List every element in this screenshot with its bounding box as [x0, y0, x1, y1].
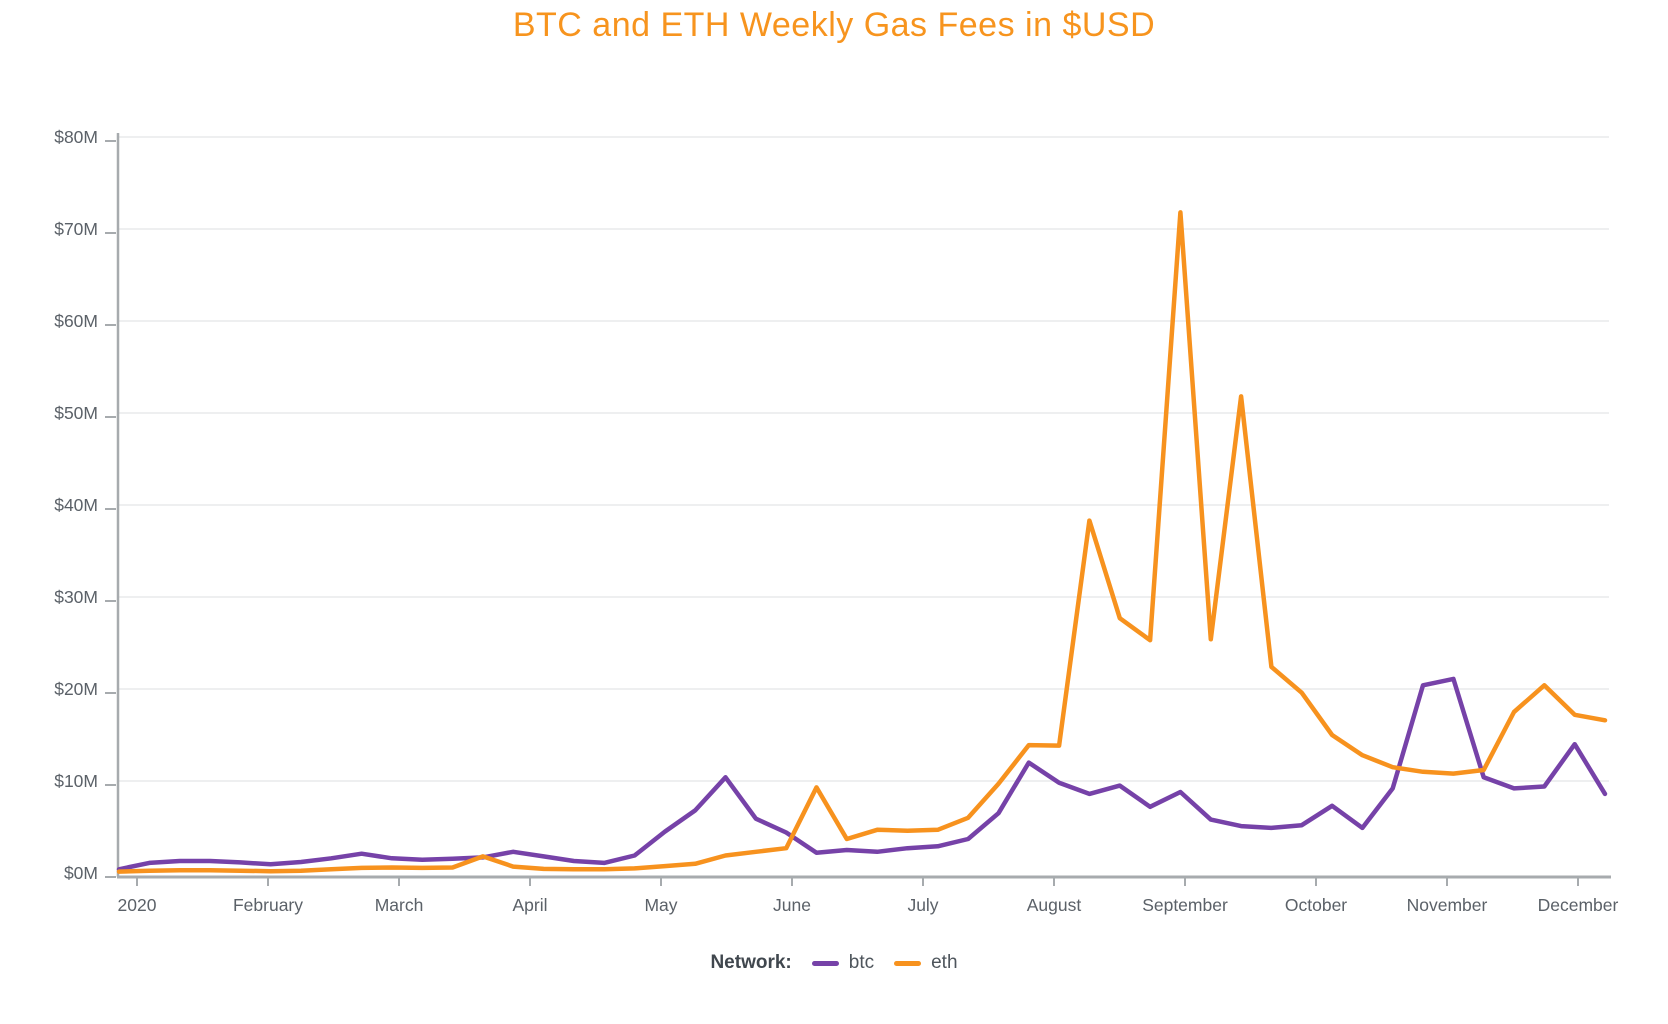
y-tick-label-$50M: $50M: [54, 403, 98, 423]
y-tick-label-$70M: $70M: [54, 219, 98, 239]
y-tick-label-$0M: $0M: [64, 863, 98, 883]
legend-title: Network:: [710, 952, 792, 973]
x-tick-label-April: April: [512, 895, 547, 915]
y-tick-label-$60M: $60M: [54, 311, 98, 331]
legend-item-btc[interactable]: btc: [811, 952, 875, 974]
y-tick-label-$80M: $80M: [54, 127, 98, 147]
x-tick-label-October: October: [1285, 895, 1347, 915]
y-tick-label-$20M: $20M: [54, 679, 98, 699]
btc-line-swatch-icon: [811, 960, 839, 966]
x-tick-label-September: September: [1142, 895, 1228, 915]
y-tick-label-$40M: $40M: [54, 495, 98, 515]
x-tick-label-2020: 2020: [118, 895, 157, 915]
x-tick-label-March: March: [375, 895, 424, 915]
x-tick-label-June: June: [773, 895, 811, 915]
eth-line-swatch-icon: [894, 960, 922, 966]
x-tick-label-February: February: [233, 895, 303, 915]
y-tick-label-$10M: $10M: [54, 771, 98, 791]
chart-legend: Network: btc eth: [0, 952, 1668, 974]
chart-title: BTC and ETH Weekly Gas Fees in $USD: [512, 6, 1156, 44]
x-tick-label-August: August: [1027, 895, 1082, 915]
x-tick-label-July: July: [907, 895, 938, 915]
y-tick-label-$30M: $30M: [54, 587, 98, 607]
btc-line[interactable]: [116, 676, 1608, 872]
legend-item-btc-label: btc: [848, 952, 875, 973]
x-tick-label-December: December: [1538, 895, 1619, 915]
x-tick-label-November: November: [1407, 895, 1488, 915]
legend-item-eth[interactable]: eth: [894, 952, 958, 974]
eth-line[interactable]: [116, 210, 1608, 874]
x-tick-label-May: May: [644, 895, 677, 915]
legend-item-eth-label: eth: [931, 952, 958, 973]
